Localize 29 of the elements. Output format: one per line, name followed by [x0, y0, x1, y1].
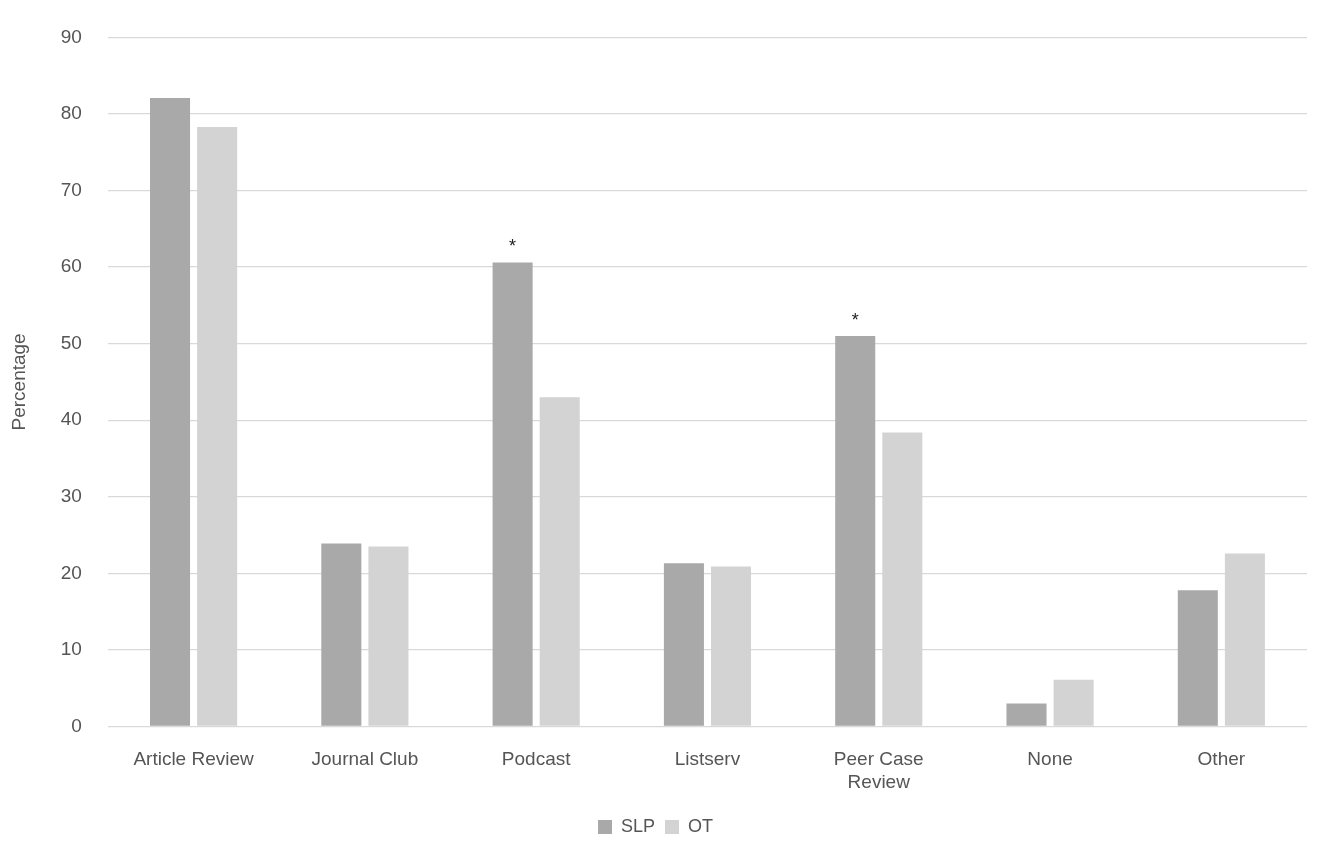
y-axis-title: Percentage [7, 333, 29, 431]
x-tick-label: Journal Club [311, 748, 419, 770]
x-tick-label: Peer Case Review [833, 748, 924, 792]
y-tick-label: 50 [60, 331, 82, 353]
annotation: * [509, 236, 517, 257]
x-tick-label: Other [1197, 748, 1246, 770]
y-tick-label: 80 [60, 102, 82, 124]
bar [1006, 703, 1047, 726]
y-tick-label: 20 [60, 561, 82, 583]
x-tick-label: None [1027, 748, 1073, 770]
bar [150, 97, 191, 726]
y-tick-label: 70 [60, 178, 82, 200]
bar [835, 335, 876, 726]
legend-label: OT [688, 815, 714, 836]
y-tick-label: 10 [60, 638, 82, 660]
bar [1177, 590, 1218, 726]
x-tick-label: Podcast [501, 748, 572, 770]
bar [321, 543, 362, 726]
bar [492, 262, 533, 726]
y-tick-label: 0 [71, 714, 82, 736]
y-tick-label: 40 [60, 408, 82, 430]
y-tick-label: 60 [60, 255, 82, 277]
y-tick-label: 90 [60, 25, 82, 47]
y-tick-label: 30 [60, 484, 82, 506]
annotation: * [851, 309, 859, 330]
x-tick-label: Listserv [674, 748, 741, 770]
legend-label: SLP [620, 815, 656, 836]
x-tick-label: Article Review [133, 748, 255, 770]
bar [663, 563, 704, 726]
